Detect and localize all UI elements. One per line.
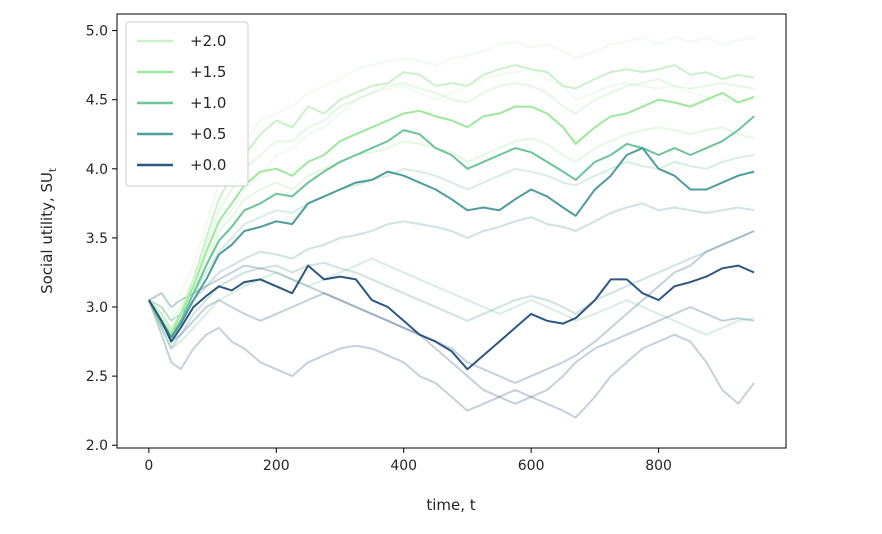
x-tick-label: 200 bbox=[263, 458, 290, 474]
plot-frame bbox=[116, 13, 787, 449]
y-tick-label: 4.5 bbox=[86, 93, 108, 109]
y-tick-label: 2.0 bbox=[86, 438, 108, 454]
background-traces bbox=[147, 36, 755, 419]
y-tick-label: 3.0 bbox=[86, 300, 108, 316]
y-axis-label-text: Social utility, SU bbox=[38, 172, 56, 294]
y-tick-label: 3.5 bbox=[86, 231, 108, 247]
y-axis: 2.0 2.5 3.0 3.5 4.0 4.5 5.0 bbox=[86, 24, 117, 454]
x-axis-label: time, t bbox=[426, 496, 475, 514]
y-tick-label: 2.5 bbox=[86, 369, 108, 385]
x-tick-label: 800 bbox=[645, 458, 672, 474]
x-tick-label: 400 bbox=[390, 458, 417, 474]
legend-label-+2.0: +2.0 bbox=[190, 32, 226, 50]
x-tick-label: 0 bbox=[144, 458, 153, 474]
background-trace-2 bbox=[148, 78, 755, 322]
background-trace-10 bbox=[147, 257, 755, 350]
background-trace-7 bbox=[147, 299, 755, 419]
legend-label-+0.0: +0.0 bbox=[190, 156, 226, 174]
legend-label-+1.0: +1.0 bbox=[190, 94, 226, 112]
series-lines bbox=[148, 64, 755, 371]
x-axis: 0 200 400 600 800 bbox=[144, 448, 672, 474]
y-tick-label: 4.0 bbox=[86, 162, 108, 178]
legend-box bbox=[125, 21, 249, 187]
series-line-+0.0 bbox=[148, 264, 755, 371]
background-trace-9 bbox=[148, 264, 755, 405]
y-axis-label-subscript: t bbox=[48, 168, 59, 172]
legend: +2.0 +1.5 +1.0 +0.5 +0.0 bbox=[125, 21, 249, 187]
background-trace-6 bbox=[147, 230, 755, 350]
y-tick-label: 5.0 bbox=[86, 24, 108, 40]
background-trace-1 bbox=[147, 68, 755, 350]
x-tick-label: 600 bbox=[518, 458, 545, 474]
legend-label-+0.5: +0.5 bbox=[190, 125, 226, 143]
legend-label-+1.5: +1.5 bbox=[190, 63, 226, 81]
background-trace-5 bbox=[148, 202, 755, 322]
x-axis-label-text: time, t bbox=[426, 496, 475, 514]
y-axis-label: Social utility, SUt bbox=[38, 168, 59, 294]
series-line-+0.5 bbox=[148, 147, 755, 339]
series-line-+1.0 bbox=[148, 115, 755, 339]
series-line-+1.5 bbox=[148, 91, 755, 336]
background-trace-4 bbox=[148, 154, 755, 329]
